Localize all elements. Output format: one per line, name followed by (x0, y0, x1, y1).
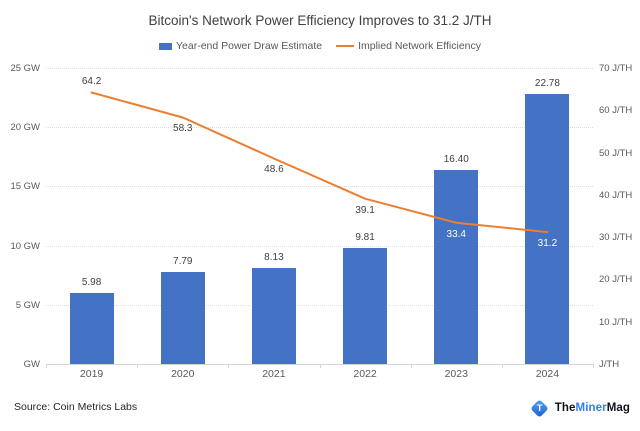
chart-title: Bitcoin's Network Power Efficiency Impro… (148, 13, 492, 28)
line-value-label: 48.6 (264, 164, 284, 176)
bar-value-label: 9.81 (355, 231, 375, 243)
x-axis-category-label: 2019 (79, 368, 104, 380)
right-axis-tick-label: 30 J/TH (599, 232, 633, 244)
x-axis-category-label: 2024 (535, 368, 560, 380)
line-value-label: 31.2 (537, 238, 558, 250)
right-axis-tick-label: 20 J/TH (599, 274, 633, 286)
bar-series-swatch (158, 42, 172, 50)
brand-name-miner: Miner (575, 402, 607, 414)
line-series-swatch (336, 45, 355, 47)
gridline (46, 304, 593, 306)
x-axis-category-label: 2022 (353, 368, 377, 380)
logo-monogram: T (537, 402, 543, 413)
x-axis-tick (593, 364, 594, 368)
x-axis-tick (228, 364, 230, 368)
right-axis-tick-label: 10 J/TH (599, 316, 633, 328)
left-axis-tick-label: 10 GW (10, 240, 40, 252)
legend-label-efficiency: Implied Network Efficiency (358, 40, 482, 52)
brand-name: TheMinerMag (555, 402, 630, 414)
gridline (46, 68, 593, 69)
legend: Year-end Power Draw Estimate Implied Net… (0, 40, 640, 52)
source-note: Source: Coin Metrics Labs (14, 401, 138, 413)
right-axis-tick-label: 70 J/TH (599, 63, 633, 74)
bar-value-label: 16.40 (443, 153, 469, 165)
line-value-label: 64.2 (81, 75, 102, 87)
x-axis-tick (46, 364, 47, 368)
left-axis-tick-label: 20 GW (10, 122, 40, 134)
diamond-shape: T (530, 398, 549, 418)
x-axis-category-label: 2021 (262, 368, 286, 380)
efficiency-line (90, 91, 549, 234)
right-axis-tick-label: 60 J/TH (599, 105, 633, 117)
x-axis-tick (319, 364, 321, 368)
bar-2022 (343, 247, 388, 364)
right-axis-tick-label: 40 J/TH (599, 189, 633, 201)
x-axis-category-label: 2020 (171, 368, 195, 380)
theminermag-icon: T (530, 398, 550, 418)
gridline (46, 245, 593, 247)
left-axis-tick-label: 25 GW (10, 63, 40, 74)
legend-item-power-draw: Year-end Power Draw Estimate (158, 40, 323, 52)
right-axis-tick-label: J/TH (599, 359, 620, 370)
bar-value-label: 5.98 (81, 277, 102, 289)
left-axis-tick-label: GW (23, 359, 40, 370)
bar-2021 (251, 267, 296, 364)
line-value-label: 58.3 (173, 123, 193, 135)
left-axis-tick-label: 5 GW (15, 299, 40, 311)
brand-logo: T TheMinerMag (530, 398, 630, 418)
right-axis-tick-label: 50 J/TH (599, 147, 633, 159)
brand-name-the: The (554, 402, 576, 414)
x-axis-category-label: 2023 (444, 368, 468, 380)
legend-label-power-draw: Year-end Power Draw Estimate (175, 40, 323, 52)
line-value-label: 39.1 (355, 204, 375, 216)
x-axis-tick (501, 364, 503, 368)
brand-name-mag: Mag (606, 402, 630, 414)
bar-value-label: 8.13 (264, 251, 284, 263)
bar-value-label: 22.78 (534, 78, 560, 90)
gridline (46, 186, 593, 188)
bar-2023 (434, 169, 479, 364)
x-axis-tick (410, 364, 412, 368)
gridline (46, 127, 593, 129)
bar-2020 (160, 271, 205, 364)
left-axis-tick-label: 15 GW (10, 181, 40, 193)
bar-2019 (69, 293, 114, 364)
line-value-label: 33.4 (446, 228, 466, 240)
legend-item-efficiency: Implied Network Efficiency (336, 40, 481, 52)
x-axis-tick (137, 364, 139, 368)
bar-2024 (525, 94, 570, 364)
bar-value-label: 7.79 (173, 255, 193, 267)
